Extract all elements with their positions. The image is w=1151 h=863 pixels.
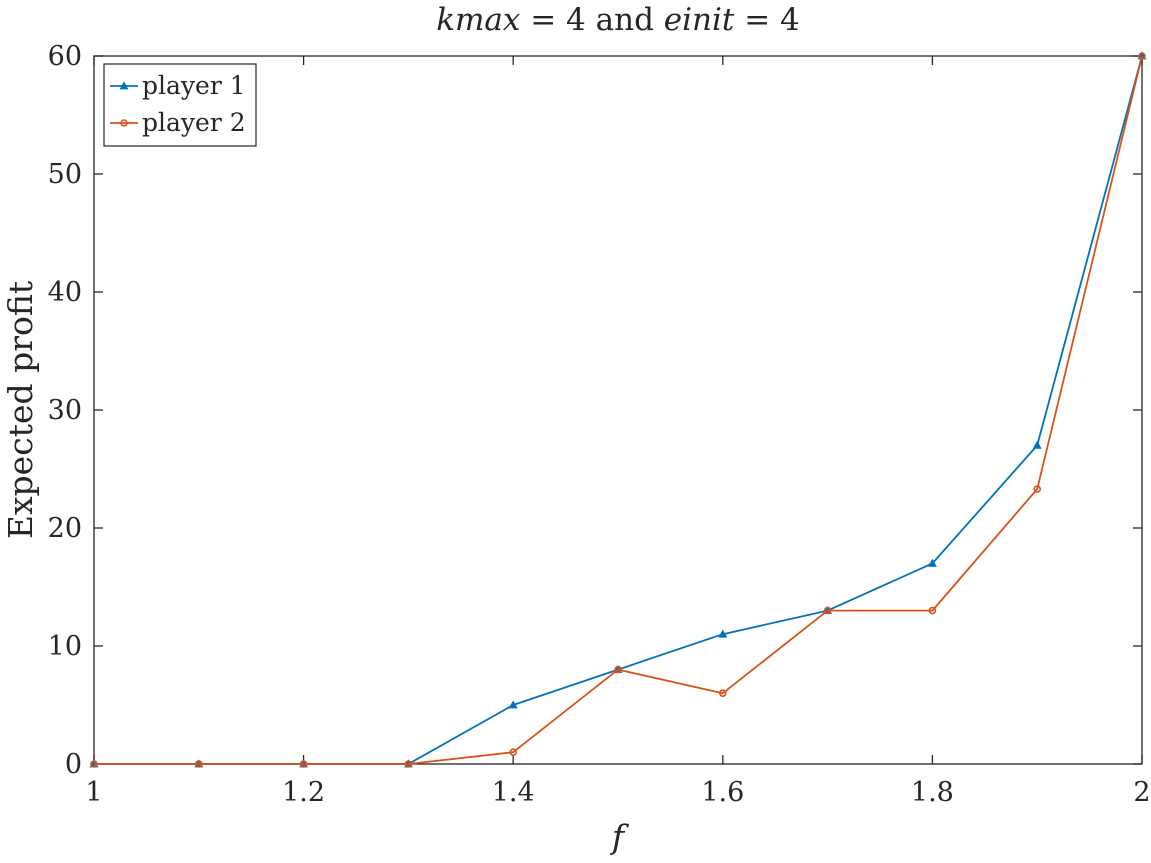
- x-axis-label: f: [609, 817, 630, 856]
- legend: player 1 player 2: [103, 63, 257, 147]
- data-point-marker: [823, 606, 832, 615]
- data-point-marker: [299, 760, 308, 768]
- legend-label: player 2: [142, 108, 246, 137]
- x-tick-label: 1.6: [701, 777, 744, 808]
- y-tick-label: 10: [48, 631, 82, 662]
- data-point-marker: [1033, 485, 1041, 493]
- y-tick-label: 0: [65, 749, 82, 780]
- legend-label: player 1: [142, 71, 246, 100]
- data-point-marker: [120, 119, 128, 127]
- series-line: [94, 55, 1143, 765]
- legend-item: player 1: [110, 71, 246, 100]
- y-tick-label: 40: [48, 277, 82, 308]
- data-point-marker: [90, 760, 98, 768]
- data-point-marker: [1138, 52, 1146, 60]
- x-tick-label: 1.4: [492, 777, 535, 808]
- y-tick-label: 20: [48, 513, 82, 544]
- y-tick-label: 50: [48, 159, 82, 190]
- series-player-1: [89, 51, 1147, 768]
- chart-title-part: = 4 and: [520, 2, 663, 38]
- y-axis-label: Expected profit: [1, 281, 40, 539]
- y-tick-label: 30: [48, 395, 82, 426]
- data-point-marker: [614, 665, 622, 674]
- x-tick-label: 1: [85, 777, 102, 808]
- data-point-marker: [928, 606, 937, 615]
- y-tick-label: 60: [48, 41, 82, 72]
- legend-box: [103, 63, 257, 147]
- chart-title-part: kmax: [436, 2, 521, 38]
- series-player-2: [90, 52, 1146, 768]
- data-point-marker: [927, 558, 937, 567]
- chart-title-part: einit: [664, 2, 735, 38]
- chart-title: kmax = 4 and einit = 4: [436, 2, 800, 38]
- x-tick-label: 1.2: [282, 777, 325, 808]
- series-line: [94, 55, 1143, 765]
- data-point-marker: [1032, 440, 1042, 449]
- legend-item: player 2: [110, 108, 246, 137]
- data-point-marker: [509, 748, 518, 757]
- data-point-marker: [195, 760, 203, 768]
- x-tick-label: 1.8: [911, 777, 954, 808]
- data-point-marker: [404, 760, 413, 768]
- axes-box: [93, 55, 1143, 765]
- x-tick-label: 2: [1133, 777, 1150, 808]
- chart-title-part: = 4: [734, 2, 799, 38]
- data-point-marker: [718, 689, 727, 698]
- data-point-marker: [119, 81, 129, 90]
- data-point-marker: [508, 700, 518, 709]
- data-point-marker: [718, 629, 728, 638]
